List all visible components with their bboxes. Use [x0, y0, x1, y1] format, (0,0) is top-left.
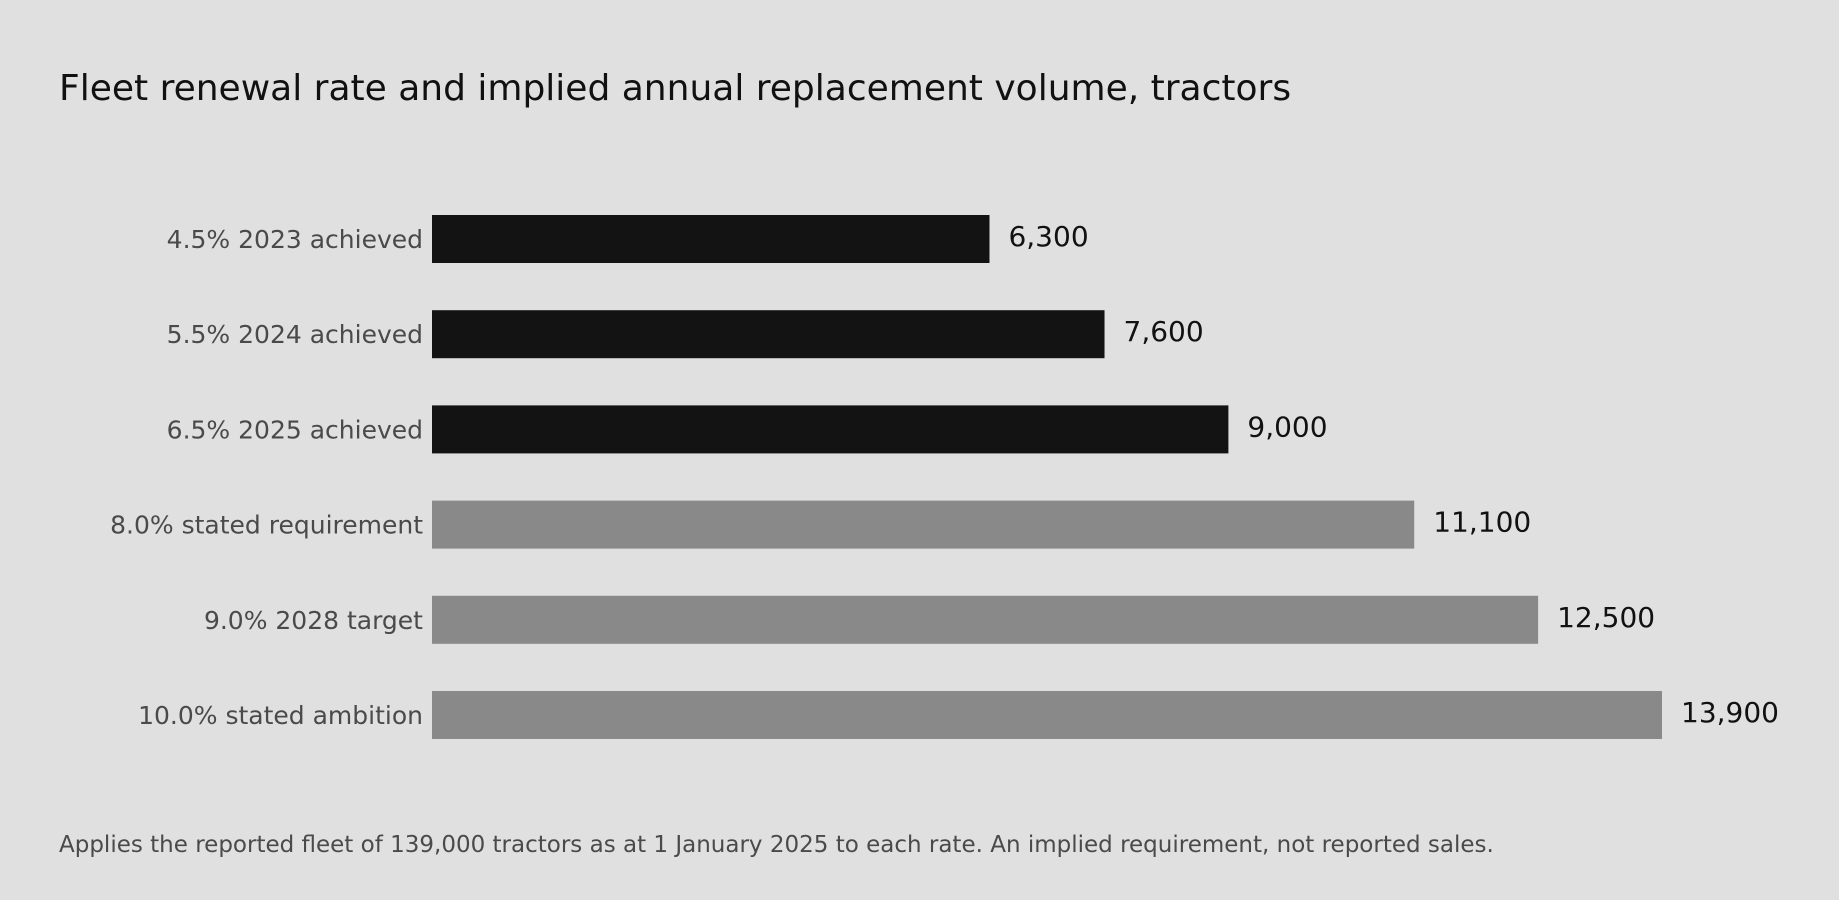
- category-name-4: 2028 target: [275, 606, 423, 635]
- category-name-5: stated ambition: [225, 701, 423, 730]
- category-label-3: 8.0% stated requirement: [110, 511, 423, 540]
- bar-2: [432, 405, 1229, 454]
- value-label-2: 9,000: [1247, 410, 1327, 443]
- bar-5: [432, 691, 1662, 739]
- category-label-2: 6.5% 2025 achieved: [167, 415, 423, 444]
- value-label-3: 11,100: [1433, 506, 1531, 539]
- bar-1: [432, 310, 1105, 359]
- bar-0: [432, 215, 990, 263]
- category-label-1: 5.5% 2024 achieved: [167, 320, 423, 349]
- category-name-3: stated requirement: [182, 511, 424, 540]
- bar-3: [432, 500, 1415, 549]
- category-label-5: 10.0% stated ambition: [138, 701, 423, 730]
- rate-label-4: 9.0%: [204, 606, 275, 635]
- bar-4: [432, 595, 1539, 644]
- rate-label-0: 4.5%: [167, 225, 238, 254]
- bars-layer: 4.5% 2023 achieved 6,300 5.5% 2024 achieve…: [110, 215, 1779, 739]
- category-name-1: 2024 achieved: [238, 320, 423, 349]
- rate-label-3: 8.0%: [110, 511, 181, 540]
- chart-title: Fleet renewal rate and implied annual re…: [59, 68, 1292, 109]
- value-label-0: 6,300: [1008, 220, 1088, 253]
- rate-label-1: 5.5%: [167, 320, 238, 349]
- category-label-0: 4.5% 2023 achieved: [167, 225, 423, 254]
- value-label-1: 7,600: [1124, 315, 1204, 348]
- category-name-2: 2025 achieved: [238, 415, 423, 444]
- value-label-4: 12,500: [1557, 601, 1655, 634]
- value-label-5: 13,900: [1681, 696, 1779, 729]
- rate-label-2: 6.5%: [167, 415, 238, 444]
- category-label-4: 9.0% 2028 target: [204, 606, 423, 635]
- chart-footnote: Applies the reported fleet of 139,000 tr…: [59, 832, 1494, 858]
- category-name-0: 2023 achieved: [238, 225, 423, 254]
- rate-label-5: 10.0%: [138, 701, 225, 730]
